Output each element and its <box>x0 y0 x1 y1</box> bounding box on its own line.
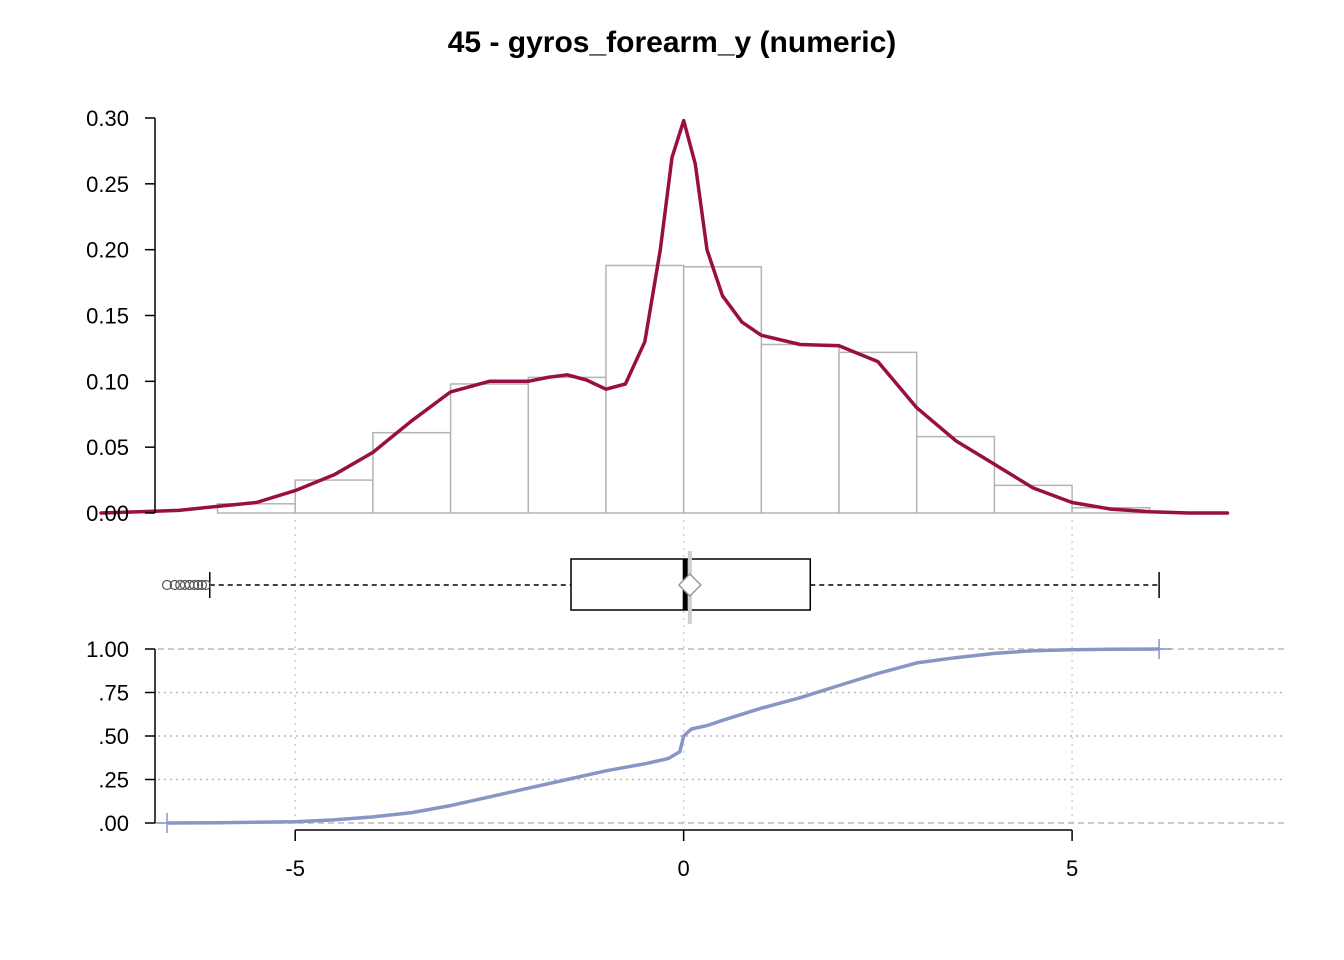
boxplot-outlier-8 <box>200 579 211 591</box>
chart-title: 45 - gyros_forearm_y (numeric) <box>448 26 897 59</box>
boxplot-outlier-7 <box>196 579 208 591</box>
histogram-bar-3 <box>449 383 530 514</box>
histogram-bar-6 <box>682 266 763 514</box>
histogram-y-tick-label-1: 0.05 <box>86 435 129 460</box>
ecdf-y-tick-label-4: .00 <box>98 811 129 836</box>
histogram-bar-7 <box>760 343 840 514</box>
x-tick-label-2: 5 <box>1066 856 1078 881</box>
boxplot-outlier-5 <box>189 579 200 591</box>
boxplot-mean-marker <box>677 572 702 598</box>
ecdf-y-tick-label-1: .75 <box>98 681 129 706</box>
histogram-y-tick-label-4: 0.20 <box>86 238 129 263</box>
histogram-y-tick-label-3: 0.15 <box>86 304 129 329</box>
histogram-y-tick-label-2: 0.10 <box>86 369 129 394</box>
horizontal-grid <box>158 648 1284 824</box>
histogram-bar-5 <box>605 264 685 514</box>
histogram-y-tick-label-0: 0.00 <box>86 501 129 526</box>
density-curve-group <box>99 118 1230 515</box>
ecdf-curve <box>166 647 1160 825</box>
histogram-bar-9 <box>915 435 996 514</box>
histogram <box>216 264 1151 514</box>
histogram-bar-8 <box>838 351 918 514</box>
boxplot <box>161 551 1160 624</box>
histogram-bar-2 <box>372 431 452 514</box>
ecdf-y-tick-label-0: 1.00 <box>86 637 129 662</box>
boxplot-outlier-0 <box>161 579 173 591</box>
histogram-y-tick-label-6: 0.30 <box>86 106 129 131</box>
histogram-y-tick-label-5: 0.25 <box>86 172 129 197</box>
x-tick-label-1: 0 <box>678 856 690 881</box>
boxplot-outlier-1 <box>169 579 180 591</box>
density-curve <box>99 118 1230 515</box>
boxplot-outlier-6 <box>193 579 204 591</box>
ecdf-y-tick-label-3: .25 <box>98 768 129 793</box>
ecdf-group <box>155 639 1172 833</box>
x-tick-label-0: -5 <box>285 856 305 881</box>
histogram-bar-4 <box>527 376 607 514</box>
histogram-y-axis: 0.00 0.05 0.10 0.15 0.20 0.25 0.30 <box>86 106 156 526</box>
ecdf-y-axis: 1.00 .75 .50 .25 .00 <box>86 637 156 836</box>
ecdf-y-tick-label-2: .50 <box>98 724 129 749</box>
x-axis: -5 0 5 <box>285 829 1078 881</box>
